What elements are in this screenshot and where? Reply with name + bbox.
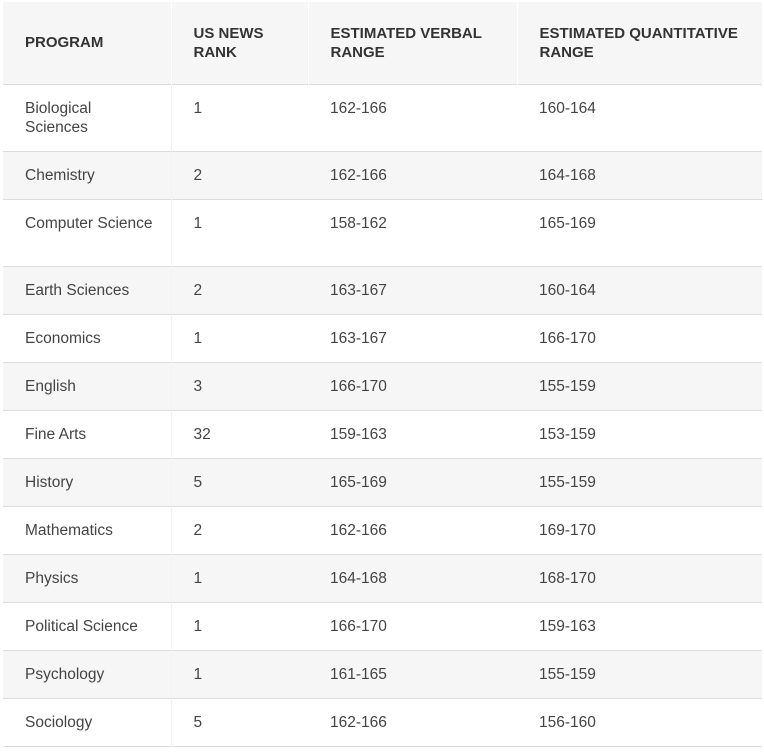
gre-scores-table: PROGRAM US NEWS RANK ESTIMATED VERBAL RA… — [3, 2, 763, 747]
cell-program: Computer Science — [3, 199, 172, 266]
cell-rank: 3 — [193, 377, 203, 395]
header-rank: US NEWS RANK — [171, 2, 309, 84]
cell-rank: 2 — [193, 166, 203, 184]
table-header-row: PROGRAM US NEWS RANK ESTIMATED VERBAL RA… — [3, 2, 763, 84]
cell-rank: 1 — [193, 214, 203, 232]
cell-rank: 2 — [193, 281, 203, 299]
cell-program: History — [3, 458, 172, 506]
cell-rank: 32 — [193, 425, 211, 443]
cell-quant: 160-164 — [539, 99, 596, 117]
table-row: Psychology 1 161-165 155-159 — [3, 650, 762, 698]
cell-verbal: 162-166 — [330, 713, 387, 731]
cell-rank: 1 — [193, 329, 203, 347]
cell-rank: 5 — [193, 713, 203, 731]
cell-verbal: 165-169 — [330, 473, 387, 491]
cell-quant: 165-169 — [539, 214, 596, 232]
table-row: Chemistry 2 162-166 164-168 — [3, 151, 762, 199]
cell-quant: 166-170 — [539, 329, 596, 347]
header-program: PROGRAM — [3, 2, 172, 84]
cell-quant: 155-159 — [539, 377, 596, 395]
cell-verbal: 162-166 — [330, 99, 387, 117]
cell-verbal: 163-167 — [330, 281, 387, 299]
cell-program: Fine Arts — [3, 410, 172, 458]
cell-verbal: 162-166 — [330, 521, 387, 539]
table-row: Earth Sciences 2 163-167 160-164 — [3, 266, 762, 314]
table-row: Computer Science 1 158-162 165-169 — [3, 199, 762, 266]
cell-quant: 153-159 — [539, 425, 596, 443]
cell-verbal: 158-162 — [330, 214, 387, 232]
header-verbal: ESTIMATED VERBAL RANGE — [308, 2, 518, 84]
cell-quant: 169-170 — [539, 521, 596, 539]
cell-quant: 155-159 — [539, 473, 596, 491]
cell-program: Political Science — [3, 602, 172, 650]
cell-program: English — [3, 362, 172, 410]
cell-rank: 1 — [193, 99, 203, 117]
header-quant: ESTIMATED QUANTITATIVE RANGE — [517, 2, 763, 84]
cell-program: Biological Sciences — [3, 84, 172, 151]
cell-quant: 159-163 — [539, 617, 596, 635]
table-row: Sociology 5 162-166 156-160 — [3, 698, 762, 746]
cell-program: Sociology — [3, 698, 172, 746]
cell-rank: 1 — [193, 665, 203, 683]
cell-program: Economics — [3, 314, 172, 362]
table-row: Fine Arts 32 159-163 153-159 — [3, 410, 762, 458]
cell-quant: 155-159 — [539, 665, 596, 683]
cell-rank: 2 — [193, 521, 203, 539]
cell-rank: 1 — [193, 617, 203, 635]
cell-verbal: 166-170 — [330, 377, 387, 395]
cell-quant: 160-164 — [539, 281, 596, 299]
cell-program: Mathematics — [3, 506, 172, 554]
cell-quant: 168-170 — [539, 569, 596, 587]
cell-rank: 1 — [193, 569, 203, 587]
cell-program: Physics — [3, 554, 172, 602]
cell-verbal: 159-163 — [330, 425, 387, 443]
cell-quant: 164-168 — [539, 166, 596, 184]
cell-program: Earth Sciences — [3, 266, 172, 314]
table-row: Economics 1 163-167 166-170 — [3, 314, 762, 362]
cell-verbal: 166-170 — [330, 617, 387, 635]
cell-verbal: 161-165 — [330, 665, 387, 683]
cell-program: Chemistry — [3, 151, 172, 199]
table-row: Political Science 1 166-170 159-163 — [3, 602, 762, 650]
cell-rank: 5 — [193, 473, 203, 491]
table-row: English 3 166-170 155-159 — [3, 362, 762, 410]
table-row: Physics 1 164-168 168-170 — [3, 554, 762, 602]
cell-verbal: 162-166 — [330, 166, 387, 184]
cell-quant: 156-160 — [539, 713, 596, 731]
cell-verbal: 164-168 — [330, 569, 387, 587]
table-row: Mathematics 2 162-166 169-170 — [3, 506, 762, 554]
table-row: History 5 165-169 155-159 — [3, 458, 762, 506]
cell-verbal: 163-167 — [330, 329, 387, 347]
cell-program: Psychology — [3, 650, 172, 698]
table-row: Biological Sciences 1 162-166 160-164 — [3, 84, 762, 151]
